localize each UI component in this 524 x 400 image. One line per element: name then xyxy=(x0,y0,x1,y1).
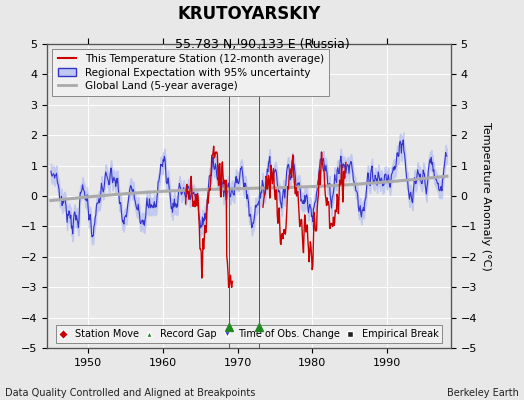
Text: Data Quality Controlled and Aligned at Breakpoints: Data Quality Controlled and Aligned at B… xyxy=(5,388,256,398)
Y-axis label: Temperature Anomaly (°C): Temperature Anomaly (°C) xyxy=(481,122,491,270)
Title: KRUTOYARSKIY: KRUTOYARSKIY xyxy=(177,5,321,23)
Text: Berkeley Earth: Berkeley Earth xyxy=(447,388,519,398)
Text: 55.783 N, 90.133 E (Russia): 55.783 N, 90.133 E (Russia) xyxy=(174,38,350,51)
Legend: Station Move, Record Gap, Time of Obs. Change, Empirical Break: Station Move, Record Gap, Time of Obs. C… xyxy=(56,325,442,343)
